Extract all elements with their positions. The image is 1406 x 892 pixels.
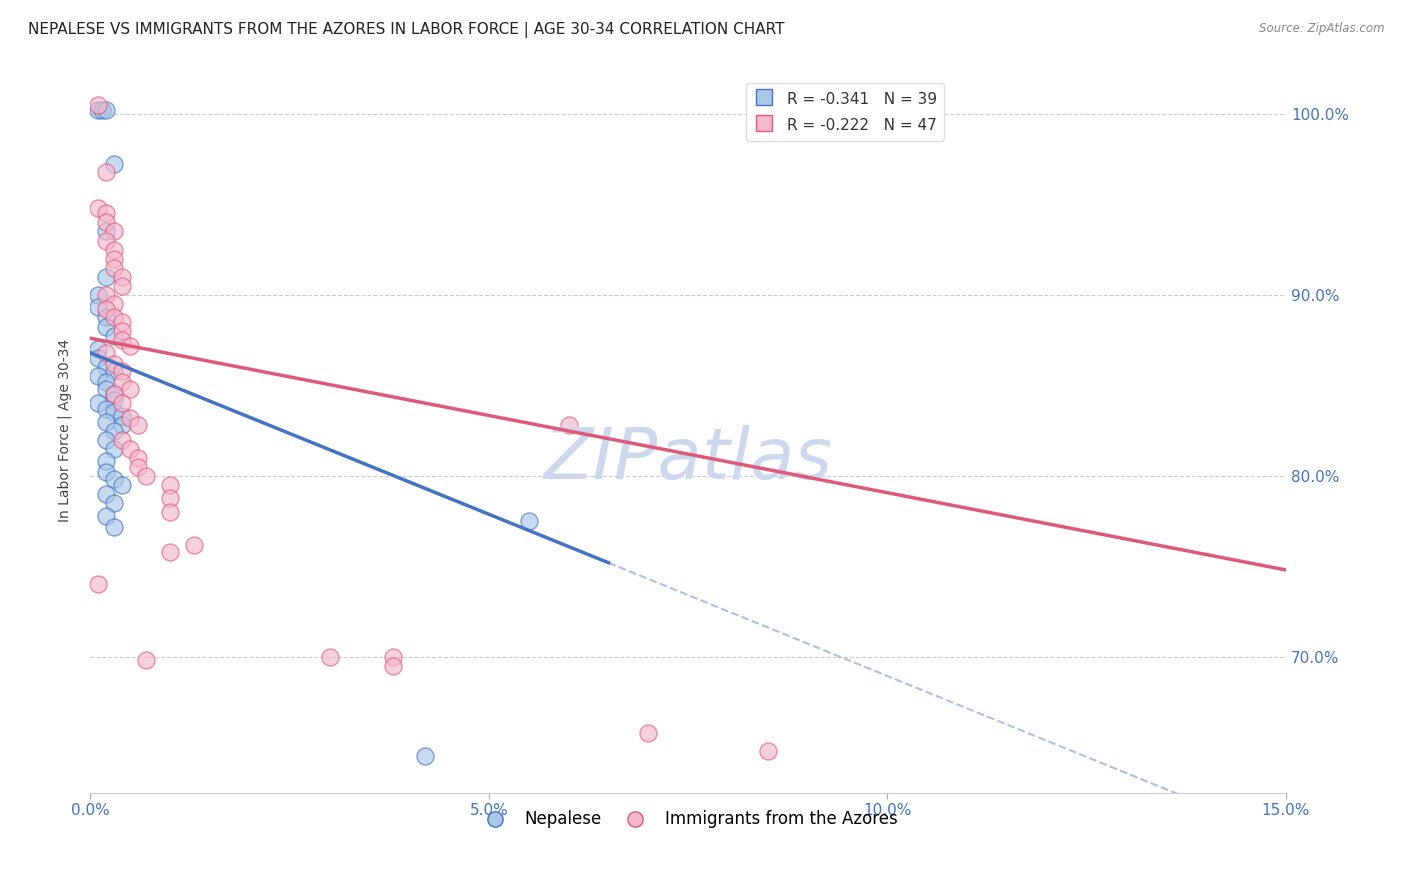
Point [96, 433, 118, 447]
Point [96, 487, 118, 501]
Point [87, 577, 110, 591]
Point [96, 345, 118, 359]
Point [103, 405, 125, 419]
Point [557, 418, 579, 433]
Point [103, 387, 125, 401]
Point [87, 97, 110, 112]
Point [96, 269, 118, 284]
Point [382, 649, 405, 664]
Point [111, 364, 134, 378]
Point [103, 260, 125, 275]
Point [120, 382, 142, 396]
Point [135, 468, 157, 483]
Point [103, 157, 125, 171]
Point [111, 478, 134, 492]
Point [103, 297, 125, 311]
Text: Source: ZipAtlas.com: Source: ZipAtlas.com [1260, 22, 1385, 36]
Point [103, 473, 125, 487]
Point [87, 342, 110, 356]
Point [96, 288, 118, 302]
Point [96, 215, 118, 229]
Point [87, 351, 110, 366]
Point [120, 442, 142, 456]
Point [96, 224, 118, 238]
Point [103, 224, 125, 238]
Point [87, 301, 110, 315]
Point [183, 538, 205, 552]
Point [103, 442, 125, 456]
Point [111, 324, 134, 338]
Point [96, 375, 118, 389]
Point [96, 103, 118, 117]
Point [96, 508, 118, 523]
Point [318, 649, 340, 664]
Point [111, 409, 134, 423]
Point [96, 302, 118, 317]
Point [111, 333, 134, 347]
Point [517, 514, 540, 528]
Point [96, 454, 118, 468]
Point [103, 519, 125, 533]
Point [87, 396, 110, 410]
Point [111, 396, 134, 410]
Point [127, 450, 149, 465]
Point [127, 418, 149, 433]
Point [756, 744, 779, 758]
Point [382, 659, 405, 673]
Point [111, 315, 134, 329]
Legend: Nepalese, Immigrants from the Azores: Nepalese, Immigrants from the Azores [471, 804, 905, 835]
Point [96, 382, 118, 396]
Point [87, 288, 110, 302]
Point [103, 252, 125, 266]
Point [103, 424, 125, 438]
Point [637, 726, 659, 740]
Point [96, 164, 118, 178]
Point [159, 505, 181, 519]
Point [159, 545, 181, 559]
Point [96, 360, 118, 375]
Point [96, 415, 118, 429]
Point [103, 387, 125, 401]
Y-axis label: In Labor Force | Age 30-34: In Labor Force | Age 30-34 [58, 339, 72, 522]
Point [103, 364, 125, 378]
Point [87, 201, 110, 215]
Point [111, 278, 134, 293]
Text: NEPALESE VS IMMIGRANTS FROM THE AZORES IN LABOR FORCE | AGE 30-34 CORRELATION CH: NEPALESE VS IMMIGRANTS FROM THE AZORES I… [28, 22, 785, 38]
Point [120, 338, 142, 352]
Point [413, 749, 436, 764]
Point [111, 375, 134, 389]
Point [96, 310, 118, 324]
Point [103, 357, 125, 371]
Point [96, 465, 118, 479]
Point [91, 103, 114, 117]
Point [96, 234, 118, 248]
Point [87, 369, 110, 384]
Point [135, 653, 157, 667]
Point [159, 491, 181, 505]
Point [103, 329, 125, 343]
Point [96, 401, 118, 416]
Text: ZIPatlas: ZIPatlas [544, 425, 832, 494]
Point [87, 103, 110, 117]
Point [111, 269, 134, 284]
Point [103, 496, 125, 510]
Point [111, 433, 134, 447]
Point [120, 411, 142, 425]
Point [103, 243, 125, 257]
Point [96, 320, 118, 334]
Point [103, 392, 125, 407]
Point [111, 418, 134, 433]
Point [96, 206, 118, 220]
Point [103, 310, 125, 324]
Point [159, 478, 181, 492]
Point [127, 459, 149, 474]
